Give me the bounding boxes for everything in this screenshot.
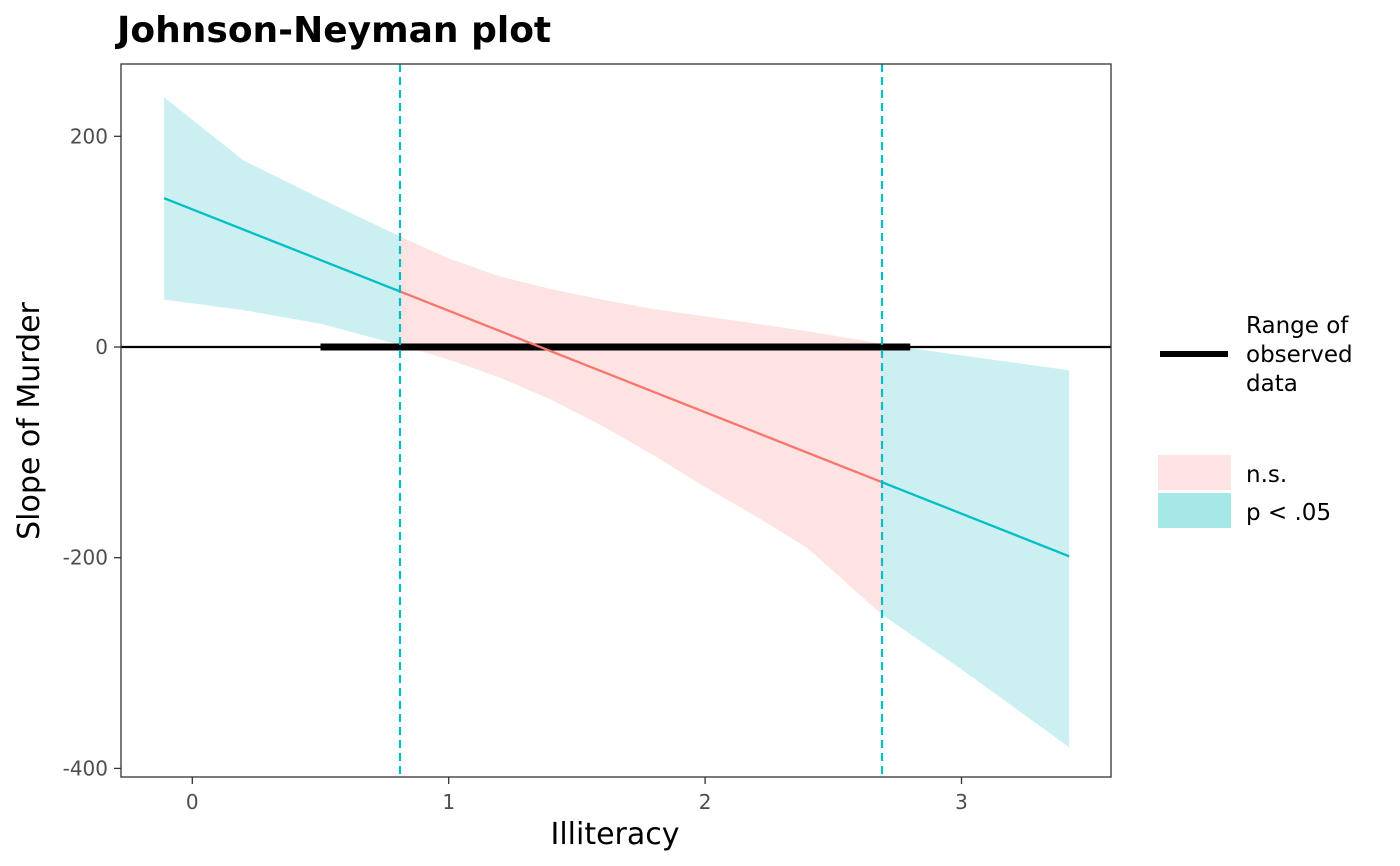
legend-sig-label: p < .05 bbox=[1246, 500, 1331, 526]
y-axis: -400 -200 0 200 bbox=[63, 124, 121, 780]
chart-title: Johnson-Neyman plot bbox=[114, 10, 551, 51]
slope-line-significant-left bbox=[163, 197, 401, 293]
confidence-band-significant-left bbox=[164, 97, 400, 345]
x-axis: 0 1 2 3 bbox=[186, 777, 968, 814]
y-tick-label: -400 bbox=[63, 756, 108, 780]
y-axis-title: Slope of Murder bbox=[12, 301, 47, 539]
panel-border bbox=[120, 63, 1112, 778]
legend-ns-key bbox=[1158, 455, 1231, 490]
legend-ns-label: n.s. bbox=[1246, 462, 1287, 488]
legend-range-label-2: observed bbox=[1246, 342, 1353, 368]
plot-content bbox=[121, 64, 1111, 777]
legend-range-label-3: data bbox=[1246, 371, 1298, 397]
legend-sig-key bbox=[1158, 493, 1231, 528]
x-tick-label: 2 bbox=[699, 790, 712, 814]
y-tick-label: 0 bbox=[95, 335, 108, 359]
legend: Range of observed data n.s. p < .05 bbox=[1158, 313, 1353, 528]
confidence-band-significant-right bbox=[882, 343, 1070, 748]
plot-area bbox=[121, 64, 1111, 777]
x-axis-title: Illiteracy bbox=[550, 817, 679, 852]
y-tick-label: -200 bbox=[63, 546, 108, 570]
slope-line-not-significant bbox=[399, 290, 883, 484]
slope-line-significant-right bbox=[881, 481, 1070, 558]
legend-range-label-1: Range of bbox=[1246, 313, 1349, 339]
y-tick-label: 200 bbox=[70, 124, 108, 148]
confidence-band-not-significant bbox=[400, 236, 882, 615]
x-tick-label: 0 bbox=[186, 790, 199, 814]
x-tick-label: 1 bbox=[442, 790, 455, 814]
x-tick-label: 3 bbox=[955, 790, 968, 814]
